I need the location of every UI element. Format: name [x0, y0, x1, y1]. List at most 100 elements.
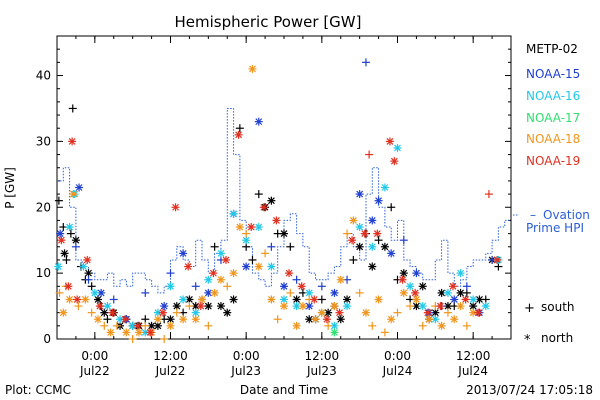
south-marker [361, 58, 370, 67]
north-marker [93, 315, 102, 324]
north-marker [393, 143, 402, 152]
north-marker [54, 262, 63, 271]
north-marker [343, 302, 352, 311]
footer-plot-credit: Plot: CCMC [5, 383, 71, 397]
south-marker [109, 295, 118, 304]
north-marker [348, 236, 357, 245]
north-marker [267, 262, 276, 271]
south-marker [292, 275, 301, 284]
north-marker [267, 196, 276, 205]
x-tick-time-label: 0:00 [81, 349, 108, 363]
north-marker [108, 308, 117, 317]
north-marker [166, 321, 175, 330]
south-marker [128, 335, 137, 343]
ovation-legend-label-1: Ovation [543, 208, 590, 222]
south-marker [68, 104, 77, 113]
north-marker [360, 229, 369, 238]
north-marker [254, 117, 263, 126]
north-marker [90, 288, 99, 297]
north-marker [474, 308, 483, 317]
north-marker [184, 262, 193, 271]
north-marker [56, 229, 65, 238]
north-marker-label: north [541, 331, 573, 345]
north-marker [158, 308, 167, 317]
south-marker [185, 302, 194, 311]
south-marker [103, 315, 112, 324]
north-marker [310, 295, 319, 304]
north-marker [210, 288, 219, 297]
legend-entry-noaa-15: NOAA-15 [526, 67, 580, 81]
south-marker [66, 229, 75, 238]
south-marker [235, 124, 244, 133]
y-tick-label: 20 [36, 200, 51, 214]
north-marker [198, 295, 207, 304]
north-marker [374, 295, 383, 304]
north-marker [134, 328, 143, 337]
south-marker [443, 308, 452, 317]
north-marker [64, 282, 73, 291]
south-marker [355, 288, 364, 297]
south-marker [166, 269, 175, 278]
north-marker [349, 216, 358, 225]
north-marker [355, 223, 364, 232]
x-tick-date-label: Jul24 [382, 364, 413, 378]
north-marker [204, 288, 213, 297]
south-marker [365, 150, 374, 159]
north-marker [106, 328, 115, 337]
south-marker [62, 255, 71, 264]
north-marker [292, 295, 301, 304]
x-tick-date-label: Jul22 [155, 364, 186, 378]
south-marker [74, 302, 83, 311]
south-marker [317, 295, 326, 304]
south-marker [87, 282, 96, 291]
south-marker [100, 321, 109, 330]
north-marker [172, 302, 181, 311]
legend-entry-metp-02: METP-02 [526, 42, 578, 56]
north-marker [60, 249, 69, 258]
north-marker [75, 183, 84, 192]
north-marker [374, 196, 383, 205]
north-marker [100, 308, 109, 317]
north-marker [335, 308, 344, 317]
north-marker [153, 315, 162, 324]
north-marker [450, 315, 459, 324]
ovation-prime-hpi-line [57, 108, 511, 294]
north-marker [259, 203, 268, 212]
north-marker [336, 275, 345, 284]
north-marker [418, 282, 427, 291]
north-marker [166, 282, 175, 291]
footer-timestamp: 2013/07/24 17:05:18 [466, 383, 593, 397]
north-marker [437, 321, 446, 330]
north-marker [216, 302, 225, 311]
north-marker [179, 249, 188, 258]
south-marker [484, 190, 493, 199]
chart-title: Hemispheric Power [GW] [175, 13, 362, 31]
north-marker [423, 308, 432, 317]
north-marker [456, 269, 465, 278]
north-marker [368, 216, 377, 225]
north-marker [425, 315, 434, 324]
north-marker [373, 229, 382, 238]
north-marker [59, 308, 68, 317]
north-marker [242, 262, 251, 271]
north-marker [179, 315, 188, 324]
north-marker [235, 223, 244, 232]
north-marker [469, 295, 478, 304]
north-marker [330, 288, 339, 297]
north-marker [280, 282, 288, 291]
legend-entry-noaa-16: NOAA-16 [526, 89, 580, 103]
legend-entry-noaa-18: NOAA-18 [526, 132, 580, 146]
north-marker [448, 282, 457, 291]
north-marker [456, 302, 465, 311]
north-marker [280, 229, 288, 238]
north-marker [330, 302, 339, 311]
north-marker [398, 275, 407, 284]
south-marker [55, 288, 64, 297]
north-marker [229, 209, 238, 218]
north-marker [103, 302, 112, 311]
x-tick-date-label: Jul22 [79, 364, 110, 378]
north-marker [204, 275, 213, 284]
north-marker [191, 315, 200, 324]
south-marker [210, 242, 219, 251]
south-marker [141, 321, 150, 330]
